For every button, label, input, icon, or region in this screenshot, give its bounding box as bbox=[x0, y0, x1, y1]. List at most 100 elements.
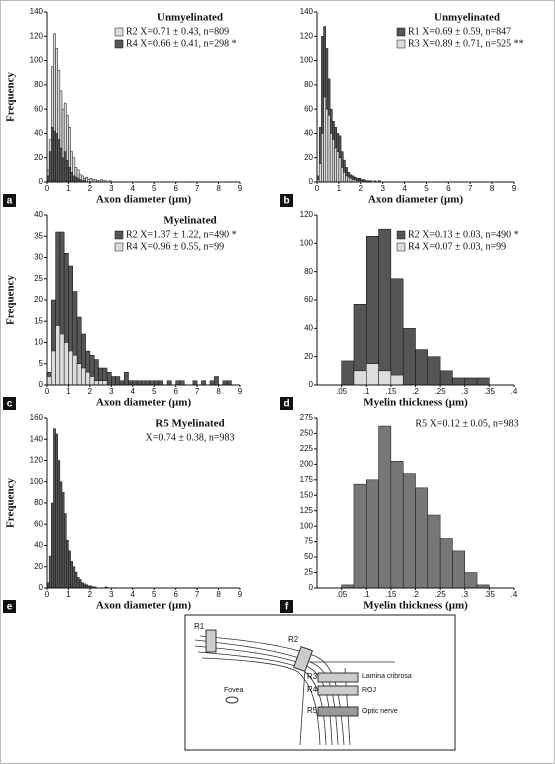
panel-letter-box bbox=[3, 194, 16, 207]
y-tick-label: 0 bbox=[309, 583, 314, 592]
bar bbox=[226, 380, 232, 386]
bar bbox=[439, 370, 453, 386]
bar bbox=[57, 460, 61, 589]
bar bbox=[53, 428, 56, 589]
y-axis-label: Frequency bbox=[5, 275, 17, 325]
panel-title: Unmyelinated bbox=[157, 12, 223, 24]
y-tick-label: 0 bbox=[309, 380, 314, 389]
bar bbox=[132, 380, 138, 386]
legend-label: R2 X=0.71 ± 0.43, n=809 bbox=[126, 26, 229, 37]
y-tick-label: 20 bbox=[34, 153, 43, 162]
y-tick-label: 60 bbox=[304, 295, 313, 304]
y-tick-label: 100 bbox=[300, 56, 314, 65]
bar bbox=[153, 380, 159, 386]
y-tick-label: 100 bbox=[300, 521, 314, 530]
bar bbox=[179, 380, 185, 386]
y-tick-label: 100 bbox=[300, 238, 314, 247]
bar bbox=[214, 376, 219, 386]
bar bbox=[201, 380, 206, 386]
x-tick-label: .15 bbox=[385, 590, 397, 599]
bar bbox=[378, 425, 392, 589]
bar bbox=[119, 380, 125, 386]
x-tick-label: 6 bbox=[173, 184, 178, 193]
bar bbox=[59, 481, 63, 589]
bar bbox=[343, 172, 346, 183]
bar bbox=[61, 492, 65, 589]
y-tick-label: 120 bbox=[30, 456, 44, 465]
bar bbox=[48, 555, 52, 589]
panel-title: R5 Myelinated bbox=[155, 418, 224, 430]
bar bbox=[209, 380, 215, 386]
bar bbox=[72, 355, 78, 386]
bar bbox=[192, 380, 198, 386]
x-tick-label: 4 bbox=[402, 184, 407, 193]
x-axis-label: Axon diameter (μm) bbox=[96, 194, 192, 206]
bar bbox=[345, 175, 348, 183]
bar bbox=[72, 175, 76, 183]
y-tick-label: 25 bbox=[304, 568, 313, 577]
bar bbox=[123, 372, 129, 386]
bar bbox=[70, 561, 73, 589]
bar bbox=[68, 350, 73, 386]
bar bbox=[334, 147, 337, 183]
bar bbox=[81, 367, 86, 386]
y-tick-label: 5 bbox=[39, 359, 44, 368]
bar bbox=[452, 550, 465, 589]
y-tick-label: 80 bbox=[304, 80, 313, 89]
x-tick-label: 5 bbox=[152, 184, 157, 193]
y-tick-label: 25 bbox=[34, 274, 43, 283]
bar bbox=[222, 380, 228, 386]
bar bbox=[349, 178, 353, 183]
x-tick-label: 9 bbox=[238, 590, 243, 599]
panel-letter-box bbox=[3, 600, 16, 613]
bar bbox=[48, 151, 52, 183]
diagram-label: ROJ bbox=[362, 687, 376, 694]
bar bbox=[427, 356, 441, 386]
region-box bbox=[317, 706, 359, 717]
bar bbox=[476, 377, 490, 386]
y-tick-label: 60 bbox=[304, 104, 313, 113]
bar bbox=[341, 360, 355, 386]
bar bbox=[338, 157, 342, 183]
bar bbox=[321, 133, 324, 183]
bar bbox=[89, 178, 93, 183]
y-tick-label: 60 bbox=[34, 104, 43, 113]
x-tick-label: 4 bbox=[131, 184, 136, 193]
y-tick-label: 20 bbox=[304, 352, 313, 361]
y-axis-label: Frequency bbox=[5, 72, 17, 122]
x-tick-label: .15 bbox=[385, 387, 397, 396]
bar bbox=[63, 513, 67, 589]
x-tick-label: 2 bbox=[88, 387, 93, 396]
y-tick-label: 60 bbox=[34, 519, 43, 528]
bar bbox=[51, 350, 56, 386]
bar bbox=[76, 363, 82, 386]
bar bbox=[366, 363, 379, 386]
panel-letter: e bbox=[7, 602, 13, 613]
bar bbox=[175, 380, 181, 386]
x-tick-label: .4 bbox=[511, 590, 518, 599]
y-tick-label: 0 bbox=[39, 380, 44, 389]
x-tick-label: 0 bbox=[45, 184, 50, 193]
y-tick-label: 10 bbox=[34, 338, 43, 347]
x-tick-label: 0 bbox=[45, 590, 50, 599]
x-tick-label: .3 bbox=[461, 387, 468, 396]
x-tick-label: 5 bbox=[152, 387, 157, 396]
bar bbox=[55, 325, 61, 386]
bar bbox=[378, 370, 392, 386]
y-tick-label: 40 bbox=[34, 129, 43, 138]
legend-label: R4 X=0.07 ± 0.03, n=99 bbox=[408, 241, 506, 252]
x-tick-label: 6 bbox=[173, 590, 178, 599]
y-tick-label: 120 bbox=[300, 31, 314, 40]
y-tick-label: 250 bbox=[300, 429, 314, 438]
bar bbox=[57, 139, 61, 183]
legend-label: R2 X=0.13 ± 0.03, n=490 * bbox=[408, 229, 519, 240]
y-tick-label: 140 bbox=[30, 434, 44, 443]
bar bbox=[74, 176, 78, 183]
panel-letter-box bbox=[280, 194, 293, 207]
region-box bbox=[317, 685, 359, 696]
y-tick-label: 75 bbox=[304, 537, 313, 546]
bar bbox=[68, 550, 71, 589]
bar bbox=[452, 377, 465, 386]
bar bbox=[141, 380, 146, 386]
